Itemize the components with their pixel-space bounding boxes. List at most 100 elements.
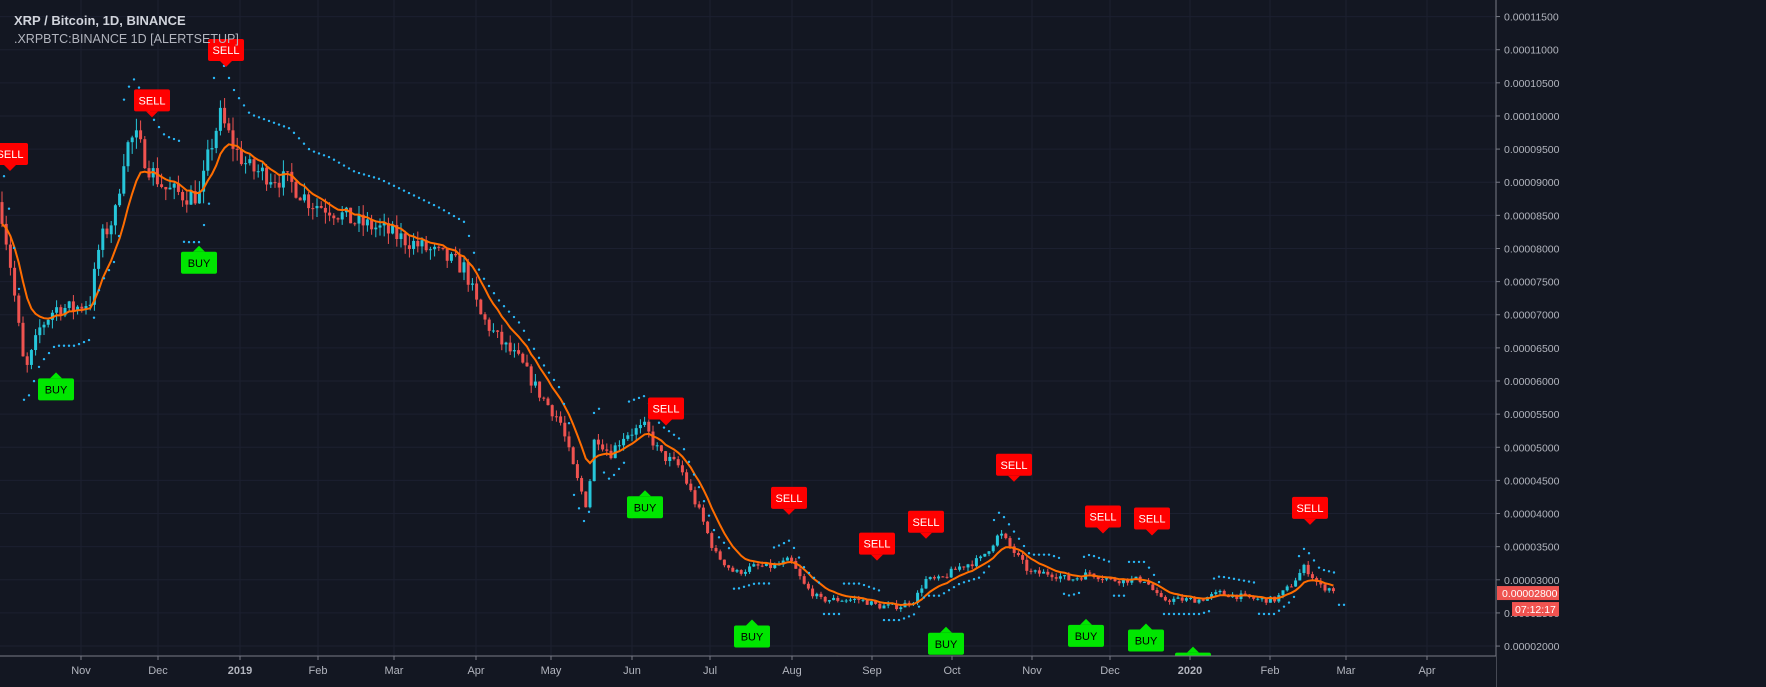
candle-body	[55, 307, 59, 313]
psar-dot	[402, 189, 406, 192]
price-tick-label: 0.00008000	[1504, 243, 1560, 255]
candle-body	[1037, 570, 1041, 574]
candle-body	[798, 568, 802, 577]
psar-dot	[1222, 575, 1226, 579]
psar-dot	[977, 576, 981, 579]
psar-dot	[432, 203, 436, 207]
candle-body	[1323, 584, 1327, 591]
psar-dot	[847, 582, 851, 585]
candle-body	[466, 262, 470, 285]
signal-pointer	[639, 490, 651, 497]
psar-dot	[197, 240, 201, 244]
sell-signal: SELL	[648, 397, 684, 426]
time-tick-label: Apr	[467, 665, 484, 677]
psar-dot	[152, 118, 156, 122]
psar-dot	[452, 214, 456, 218]
candle-body	[25, 356, 29, 365]
price-tick-label: 0.00011500	[1504, 12, 1559, 24]
signal-pointer	[871, 554, 883, 561]
time-tick-label: Sep	[862, 665, 882, 677]
psar-dot	[862, 583, 866, 587]
candle-body	[626, 435, 630, 439]
candle-body	[697, 504, 701, 508]
psar-dot	[927, 594, 931, 597]
candle-body	[1302, 564, 1306, 573]
psar-dot	[817, 581, 821, 584]
candle-body	[727, 565, 731, 568]
signal-box	[181, 251, 217, 274]
psar-dot	[797, 556, 801, 559]
price-tick-label: 0.00006000	[1504, 376, 1560, 388]
candle-body	[596, 439, 600, 445]
psar-dot	[1032, 553, 1036, 556]
psar-dot	[1127, 560, 1131, 564]
psar-dot	[1122, 594, 1126, 597]
psar-dot	[1072, 593, 1076, 596]
price-tick-label: 0.00006500	[1504, 343, 1560, 355]
candle-body	[575, 464, 579, 479]
candle-body	[802, 576, 806, 584]
candle-body	[1176, 597, 1180, 599]
candle-body	[899, 607, 903, 610]
candle-body	[1042, 571, 1046, 574]
signal-box	[208, 38, 244, 61]
psar-dot	[507, 310, 511, 313]
signal-label: SELL	[1001, 460, 1028, 472]
psar-dot	[97, 289, 101, 292]
candle-body	[294, 181, 298, 198]
candle-body	[1063, 575, 1067, 577]
psar-dot	[1112, 594, 1116, 597]
candle-body	[407, 245, 411, 250]
candle-body	[302, 194, 306, 201]
candle-body	[361, 214, 365, 226]
psar-dot	[82, 340, 86, 344]
psar-dot	[1147, 566, 1151, 569]
sell-signal: SELL	[1085, 505, 1121, 534]
candle-body	[88, 304, 92, 307]
psar-dot	[42, 357, 46, 361]
psar-dot	[202, 223, 206, 227]
psar-dot	[1312, 559, 1316, 562]
time-tick-label: Mar	[385, 665, 404, 677]
psar-dot	[912, 613, 916, 616]
candle-body	[59, 307, 63, 316]
psar-dot	[412, 194, 416, 197]
psar-dot	[1027, 552, 1031, 555]
candle-body	[601, 444, 605, 450]
psar-dot	[522, 329, 526, 332]
psar-dot	[187, 240, 191, 244]
psar-dot	[827, 612, 831, 616]
psar-dot	[127, 85, 131, 88]
candle-body	[869, 601, 873, 605]
psar-dot	[597, 407, 601, 410]
psar-dot	[557, 385, 561, 389]
candle-body	[710, 533, 714, 548]
psar-dot	[962, 581, 966, 584]
candle-body	[206, 149, 210, 171]
psar-dot	[1137, 560, 1141, 564]
candle-body	[239, 149, 243, 165]
buy-signal: BUY	[928, 626, 964, 655]
psar-dot	[1017, 537, 1021, 540]
candle-body	[991, 545, 995, 552]
signal-pointer	[220, 60, 232, 67]
signal-pointer	[660, 419, 672, 426]
candle-body	[1054, 577, 1058, 579]
candle-body	[487, 319, 491, 331]
psar-dot	[47, 351, 51, 355]
candle-body	[307, 194, 311, 209]
candle-body	[17, 295, 21, 323]
sell-signal: SELL	[0, 142, 28, 171]
time-tick-label: Nov	[71, 665, 91, 677]
candle-body	[949, 568, 953, 578]
candle-body	[1050, 574, 1054, 578]
psar-dot	[922, 596, 926, 599]
candle-body	[395, 225, 399, 240]
time-tick-label: Apr	[1418, 665, 1435, 677]
candle-body	[323, 207, 327, 213]
candle-body	[689, 483, 693, 491]
signal-label: SELL	[0, 149, 23, 161]
psar-dot	[1167, 612, 1171, 616]
